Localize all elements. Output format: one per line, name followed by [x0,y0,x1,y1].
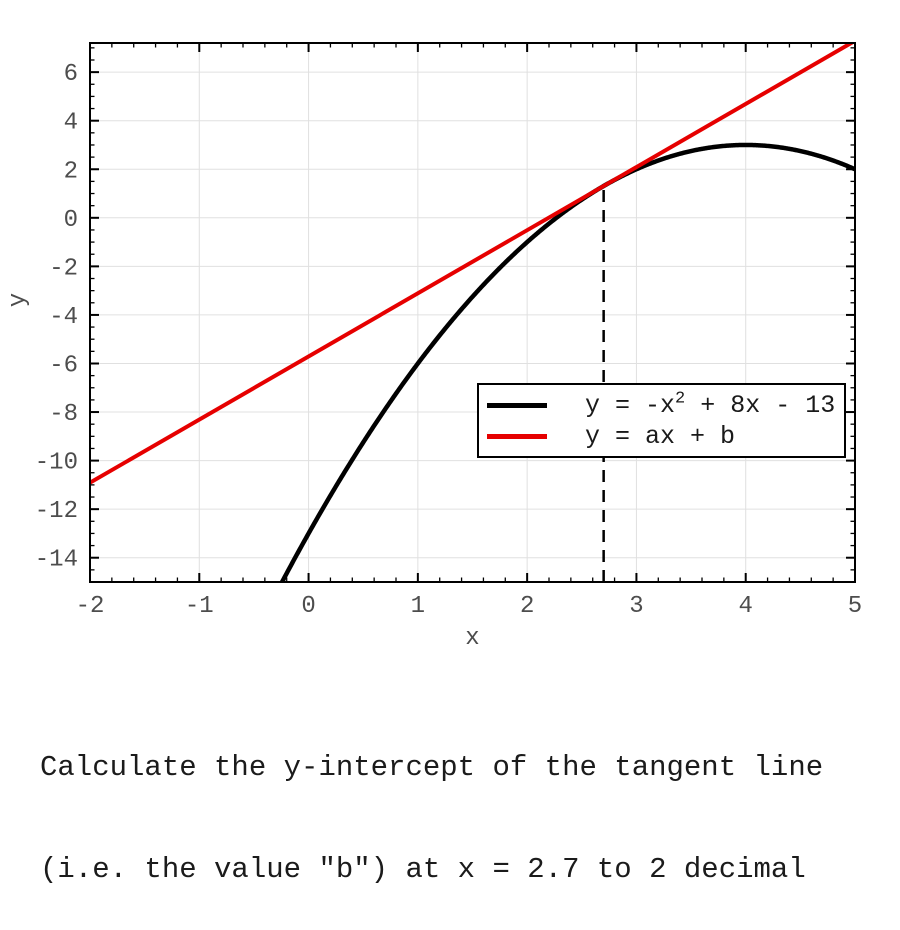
question-line-2: (i.e. the value "b") at x = 2.7 to 2 dec… [40,853,806,886]
x-tick-label: 5 [848,593,862,620]
y-tick-label: 6 [64,61,78,88]
y-tick-label: -14 [35,547,78,574]
legend-item-tangent: y = ax + b [479,421,844,452]
y-tick-label: -12 [35,498,78,525]
x-tick-label: 4 [739,593,753,620]
y-tick-label: 0 [64,207,78,234]
x-tick-label: 3 [629,593,643,620]
x-tick-label: -2 [76,593,105,620]
y-tick-label: 4 [64,110,78,137]
y-axis-label: y [5,293,32,307]
legend: y = -x2 + 8x - 13 y = ax + b [477,383,846,458]
plot-border [89,42,856,583]
y-tick-label: -4 [49,304,78,331]
x-tick-label: -1 [185,593,214,620]
x-tick-label: 1 [411,593,425,620]
legend-label-parabola: y = -x2 + 8x - 13 [585,389,836,420]
x-axis-label: x [465,625,479,652]
legend-item-parabola: y = -x2 + 8x - 13 [479,390,844,421]
axis-ticks [89,43,856,582]
parabola-line-sample [487,402,547,408]
y-tick-label: 2 [64,158,78,185]
x-tick-label: 0 [301,593,315,620]
gridlines [89,43,856,582]
tangent-line [90,43,855,485]
question-text: Calculate the y-intercept of the tangent… [40,683,823,930]
tangent-line-sample [487,433,547,439]
question-line-1: Calculate the y-intercept of the tangent… [40,751,824,784]
y-tick-label: -2 [49,255,78,282]
y-tick-label: -6 [49,352,78,379]
parabola-curve [279,142,855,582]
y-tick-label: -10 [35,450,78,477]
y-tick-label: -8 [49,401,78,428]
legend-label-tangent: y = ax + b [585,421,736,451]
curves [90,43,855,582]
x-tick-label: 2 [520,593,534,620]
